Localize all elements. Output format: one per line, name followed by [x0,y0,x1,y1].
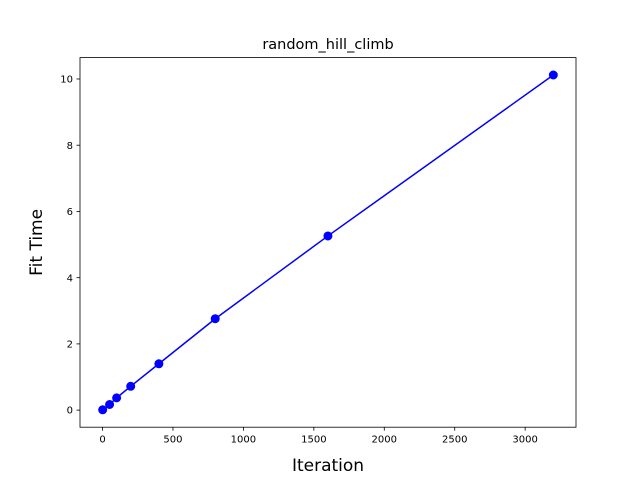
x-tick-label: 2500 [442,435,467,446]
y-axis-label: Fit Time [27,209,47,276]
x-tick-label: 500 [163,435,182,446]
x-tick-label: 2000 [372,435,397,446]
y-tick-label: 0 [67,406,73,417]
data-point [323,231,333,241]
series-layer [98,70,558,415]
chart-title: random_hill_climb [262,37,393,53]
x-axis-label: Iteration [292,456,364,476]
y-tick-label: 10 [60,75,73,86]
y-axis-ticks: 0 2 4 6 8 10 [60,75,80,417]
x-tick-label: 3000 [512,435,537,446]
data-point [210,314,220,324]
x-tick-label: 0 [99,435,105,446]
data-point [126,381,136,391]
y-tick-label: 4 [67,273,73,284]
plot-frame [79,57,577,428]
x-tick-label: 1500 [301,435,326,446]
y-tick-label: 6 [67,207,73,218]
data-point [98,405,108,415]
x-axis-ticks: 0 500 1000 1500 2000 2500 3000 [99,427,538,446]
data-point [154,359,164,369]
plot-area [80,57,576,428]
data-point [112,393,122,403]
x-tick-label: 1000 [231,435,256,446]
y-tick-label: 8 [67,141,73,152]
data-point [105,399,115,409]
data-point [548,70,558,80]
y-tick-label: 2 [67,339,73,350]
